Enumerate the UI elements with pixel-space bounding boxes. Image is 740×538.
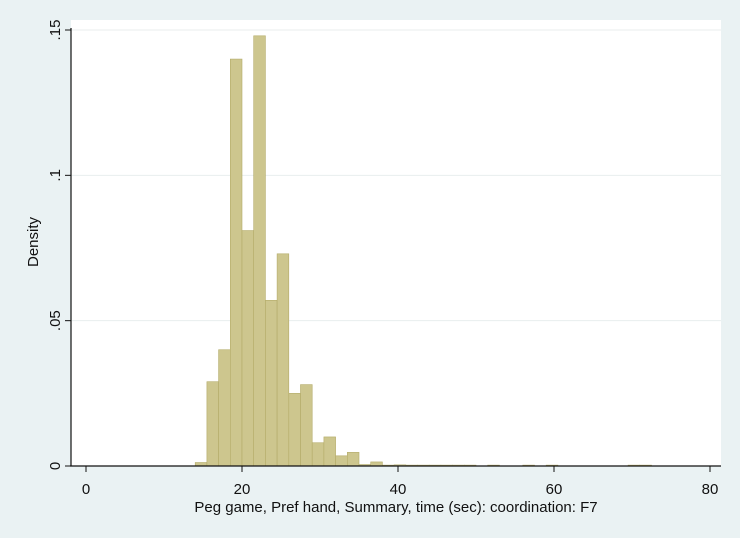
x-tick-label: 60: [546, 481, 563, 498]
y-tick-label: 0: [47, 462, 64, 470]
y-axis-ticks: 0 .05 .1 .15: [47, 20, 71, 470]
histogram-bar: [311, 442, 325, 467]
x-tick-label: 80: [702, 481, 719, 498]
histogram-bar: [230, 58, 243, 467]
histogram-bar: [265, 300, 278, 467]
histogram-bar: [323, 436, 336, 467]
histogram-bar: [288, 393, 301, 467]
x-axis-title: Peg game, Pref hand, Summary, time (sec)…: [194, 499, 597, 516]
histogram-bar: [276, 253, 290, 467]
x-tick-label: 40: [390, 481, 407, 498]
y-tick-label: .15: [47, 20, 64, 41]
histogram-bar: [218, 349, 231, 467]
plot-area: [71, 20, 721, 466]
histogram-bar: [370, 461, 383, 467]
histogram-bar: [335, 455, 348, 467]
x-tick-label: 20: [234, 481, 251, 498]
gridlines: [71, 29, 721, 322]
histogram-bar: [253, 35, 266, 467]
x-axis-ticks: 0 20 40 60 80: [82, 466, 719, 498]
y-axis-title: Density: [25, 216, 42, 267]
histogram-bar: [346, 452, 360, 467]
histogram-bar: [241, 230, 254, 467]
y-tick-label: .1: [47, 169, 64, 182]
y-tick-label: .05: [47, 310, 64, 331]
histogram-bar: [206, 381, 219, 467]
histogram-bar: [300, 384, 313, 467]
x-tick-label: 0: [82, 481, 90, 498]
